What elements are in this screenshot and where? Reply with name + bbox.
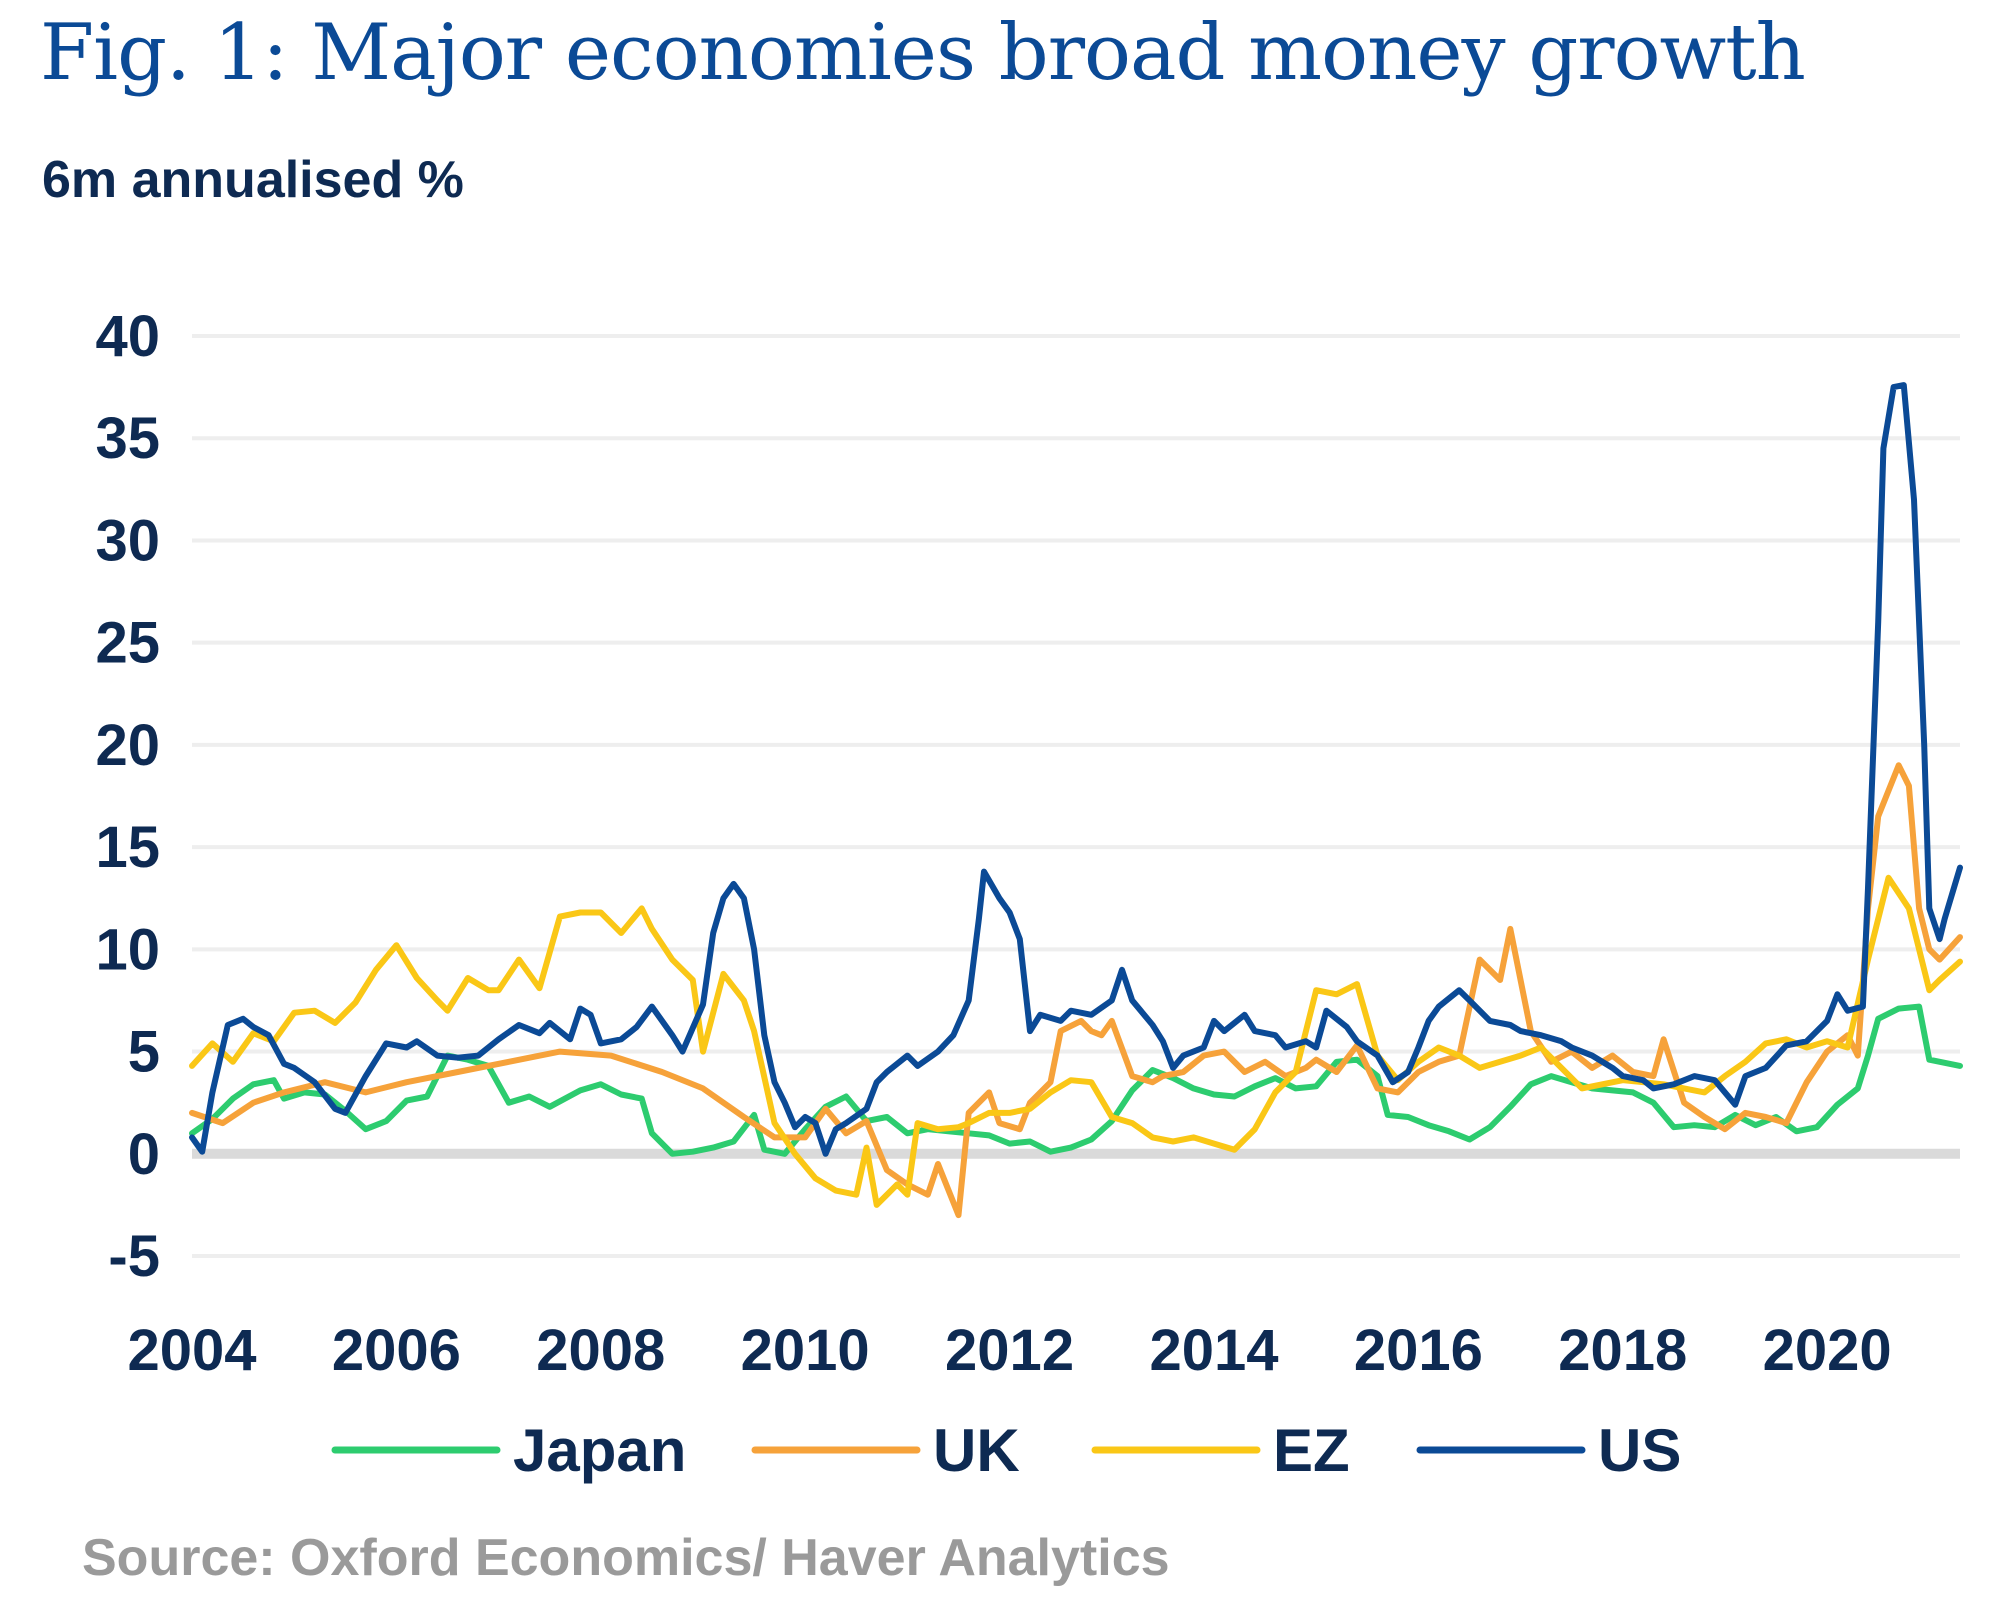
source-note: Source: Oxford Economics/ Haver Analytic… <box>82 1529 1170 1587</box>
legend-label-us: US <box>1598 1417 1681 1484</box>
y-tick-label: 10 <box>95 917 160 982</box>
y-tick-label: -5 <box>108 1224 160 1289</box>
x-tick-label: 2020 <box>1763 1318 1892 1383</box>
x-tick-label: 2010 <box>741 1318 870 1383</box>
x-tick-label: 2008 <box>536 1318 665 1383</box>
x-tick-label: 2004 <box>127 1318 256 1383</box>
series-line-uk <box>189 762 1963 1219</box>
x-tick-label: 2016 <box>1354 1318 1483 1383</box>
legend-label-ez: EZ <box>1273 1417 1350 1484</box>
series-line-us <box>189 382 1963 1157</box>
series-layer <box>189 382 1963 1219</box>
chart-title: Fig. 1: Major economies broad money grow… <box>40 8 1806 98</box>
x-tick-label: 2018 <box>1558 1318 1687 1383</box>
axis-layer: -5 0 5 10 15 20 25 30 35 40 2004 2006 2008 2010 2012 20… <box>95 304 1891 1383</box>
y-tick-label: 15 <box>95 815 160 880</box>
x-tick-label: 2014 <box>1149 1318 1278 1383</box>
legend-label-japan: Japan <box>513 1417 686 1484</box>
x-tick-label: 2006 <box>332 1318 461 1383</box>
x-tick-label: 2012 <box>945 1318 1074 1383</box>
y-tick-label: 0 <box>128 1122 160 1187</box>
grid-layer <box>192 334 1960 1258</box>
legend-label-uk: UK <box>933 1417 1020 1484</box>
y-tick-label: 5 <box>128 1020 160 1085</box>
y-tick-label: 30 <box>95 508 160 573</box>
y-tick-label: 20 <box>95 713 160 778</box>
y-tick-label: 25 <box>95 611 160 676</box>
chart-subtitle: 6m annualised % <box>42 151 464 209</box>
y-tick-label: 40 <box>95 304 160 369</box>
y-tick-label: 35 <box>95 406 160 471</box>
legend: Japan UK EZ US <box>331 1417 1681 1484</box>
